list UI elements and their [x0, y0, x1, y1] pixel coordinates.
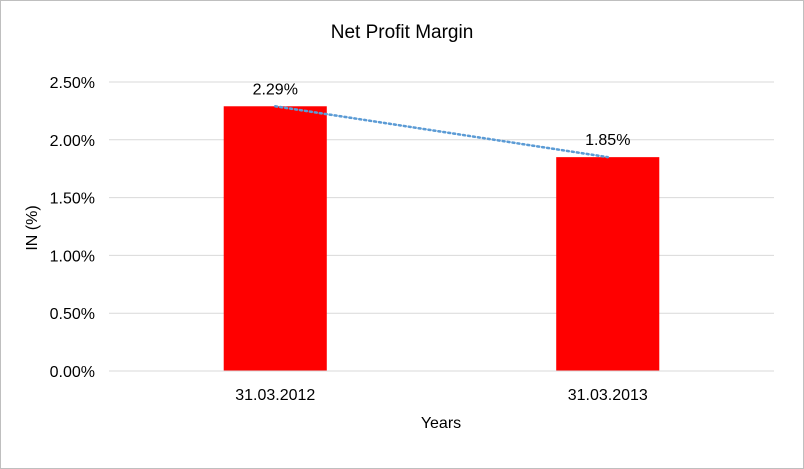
bars [223, 106, 660, 371]
x-tick-label-1: 31.03.2012 [235, 387, 315, 404]
gridlines [109, 81, 774, 314]
trendline-group [274, 105, 609, 159]
data-labels: 2.29% 1.85% [253, 81, 631, 149]
bar-1 [223, 106, 327, 371]
y-tick-label: 1.50% [50, 191, 95, 208]
y-tick-label: 2.50% [50, 75, 95, 92]
y-axis-tick-labels: 0.00% 0.50% 1.00% 1.50% 2.00% 2.50% [50, 75, 95, 381]
bar-2 [556, 157, 660, 371]
y-tick-label: 2.00% [50, 133, 95, 150]
x-tick-label-2: 31.03.2013 [568, 387, 648, 404]
data-label-1: 2.29% [253, 81, 298, 98]
y-tick-label: 0.00% [50, 364, 95, 381]
y-axis-title: IN (%) [24, 205, 41, 250]
chart-title: Net Profit Margin [331, 22, 474, 43]
trendline [274, 105, 609, 159]
x-axis-title: Years [421, 415, 461, 432]
data-label-2: 1.85% [585, 132, 630, 149]
x-axis-tick-labels: 31.03.2012 31.03.2013 [235, 387, 648, 404]
y-tick-label: 1.00% [50, 248, 95, 265]
y-tick-label: 0.50% [50, 306, 95, 323]
